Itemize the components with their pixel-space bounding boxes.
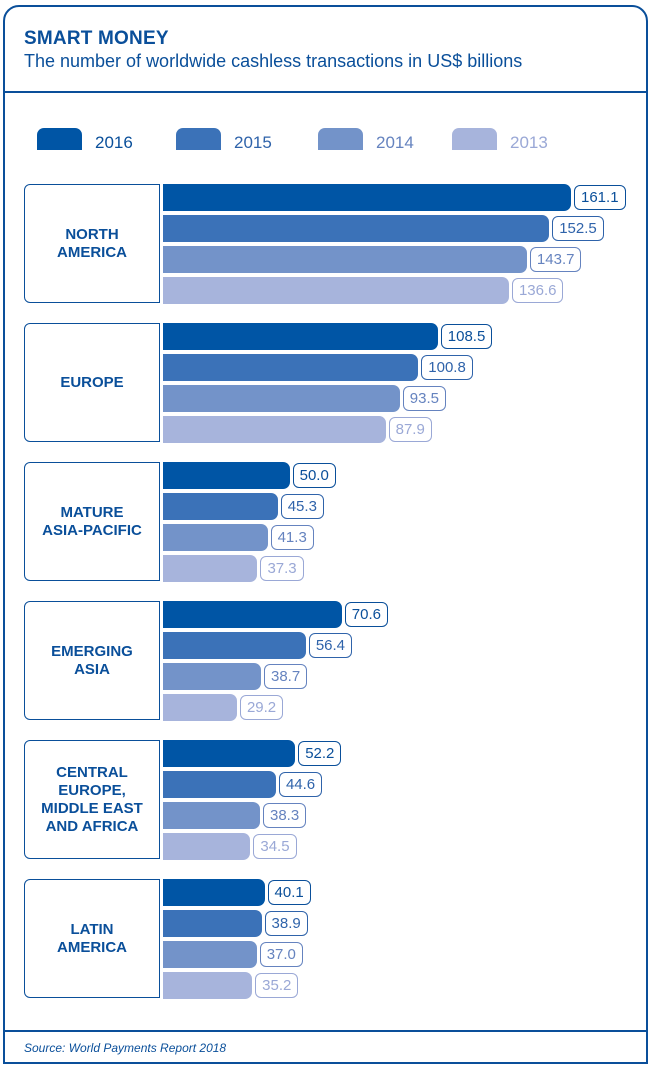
bar-2014 — [163, 663, 261, 690]
bar-2013 — [163, 833, 251, 860]
data-label: 29.2 — [239, 695, 284, 720]
bar-2014 — [163, 941, 257, 968]
bar-2016 — [163, 740, 296, 767]
bar-2014 — [163, 246, 527, 273]
data-label: 44.6 — [278, 772, 323, 797]
legend-label: 2013 — [510, 133, 548, 152]
data-label: 38.3 — [262, 803, 307, 828]
data-label: 108.5 — [440, 324, 493, 349]
data-label: 56.4 — [308, 633, 353, 658]
bar-2014 — [163, 524, 268, 551]
data-label: 37.3 — [260, 556, 304, 581]
category-label: NORTH AMERICA — [24, 184, 160, 303]
legend-swatch — [452, 128, 497, 150]
category-label: CENTRAL EUROPE, MIDDLE EAST AND AFRICA — [24, 740, 160, 859]
data-label: 52.2 — [298, 741, 342, 766]
bar-2013 — [163, 277, 509, 304]
bar-2016 — [163, 462, 290, 489]
data-label: 38.7 — [264, 664, 308, 689]
bar-2016 — [163, 601, 342, 628]
data-label: 143.7 — [529, 247, 582, 272]
header-divider — [3, 91, 648, 93]
data-label: 50.0 — [292, 463, 336, 488]
legend-label: 2016 — [95, 133, 133, 152]
category-label: EMERGING ASIA — [24, 601, 160, 720]
bar-2015 — [163, 771, 276, 798]
bar-2016 — [163, 323, 438, 350]
data-label: 37.0 — [259, 942, 303, 967]
bar-2013 — [163, 972, 253, 999]
category-label: EUROPE — [24, 323, 160, 442]
bar-2015 — [163, 910, 262, 937]
legend-label: 2014 — [376, 133, 414, 152]
bar-2015 — [163, 632, 306, 659]
bar-2016 — [163, 879, 265, 906]
category-label: MATURE ASIA-PACIFIC — [24, 462, 160, 581]
chart-subtitle: The number of worldwide cashless transac… — [24, 51, 523, 71]
data-label: 45.3 — [280, 494, 324, 519]
bar-2014 — [163, 385, 400, 412]
data-label: 100.8 — [421, 355, 473, 380]
footer-divider — [3, 1030, 648, 1032]
legend-swatch — [37, 128, 82, 150]
data-label: 38.9 — [264, 911, 308, 936]
bar-2015 — [163, 354, 419, 381]
bar-2015 — [163, 493, 278, 520]
legend-swatch — [318, 128, 363, 150]
bar-2013 — [163, 555, 258, 582]
data-label: 35.2 — [255, 973, 299, 998]
bar-2016 — [163, 184, 571, 211]
legend-swatch — [176, 128, 221, 150]
data-label: 161.1 — [574, 185, 626, 210]
data-label: 34.5 — [253, 834, 297, 859]
legend-label: 2015 — [234, 133, 272, 152]
bar-2015 — [163, 215, 550, 242]
data-label: 40.1 — [267, 880, 311, 905]
data-label: 152.5 — [552, 216, 604, 241]
bar-2013 — [163, 694, 237, 721]
bar-2013 — [163, 416, 386, 443]
chart-frame — [3, 5, 648, 1064]
data-label: 41.3 — [270, 525, 314, 550]
chart-title: SMART MONEY — [24, 28, 169, 49]
data-label: 93.5 — [402, 386, 446, 411]
bar-2014 — [163, 802, 260, 829]
data-label: 136.6 — [511, 278, 564, 303]
category-label: LATIN AMERICA — [24, 879, 160, 998]
data-label: 87.9 — [388, 417, 432, 442]
data-label: 70.6 — [344, 602, 388, 627]
source-note: Source: World Payments Report 2018 — [24, 1041, 227, 1055]
